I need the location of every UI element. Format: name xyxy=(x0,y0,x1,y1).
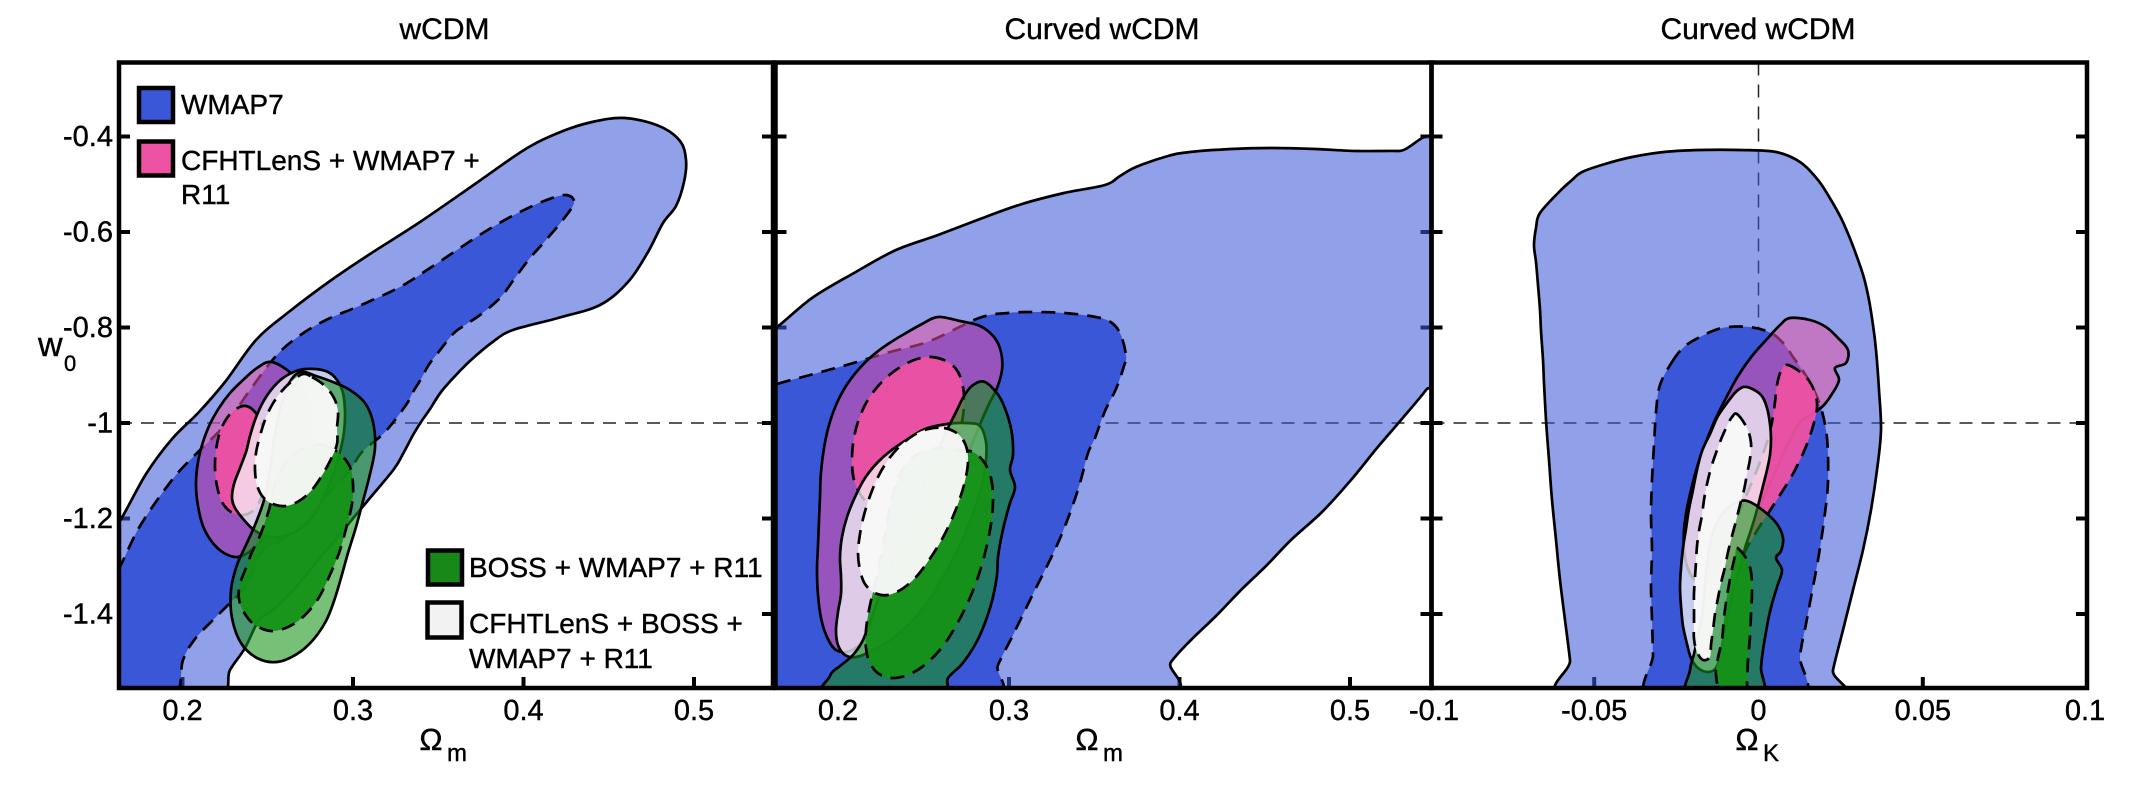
svg-text:CFHTLenS + BOSS +: CFHTLenS + BOSS + xyxy=(469,608,743,639)
svg-text:-0.4: -0.4 xyxy=(63,121,113,153)
svg-text:0.3: 0.3 xyxy=(989,695,1029,727)
svg-text:wCDM: wCDM xyxy=(399,13,490,46)
svg-text:Ω: Ω xyxy=(1075,722,1098,757)
svg-text:0.1: 0.1 xyxy=(2065,695,2105,727)
svg-text:-1.2: -1.2 xyxy=(63,503,113,535)
svg-text:0.5: 0.5 xyxy=(674,695,714,727)
svg-text:0.05: 0.05 xyxy=(1895,695,1951,727)
svg-text:0.4: 0.4 xyxy=(503,695,543,727)
svg-text:BOSS + WMAP7 + R11: BOSS + WMAP7 + R11 xyxy=(469,552,763,583)
svg-text:0.5: 0.5 xyxy=(1330,695,1370,727)
svg-text:-1: -1 xyxy=(87,408,113,440)
svg-text:-0.05: -0.05 xyxy=(1561,695,1627,727)
svg-text:0: 0 xyxy=(64,351,76,376)
svg-text:Ω: Ω xyxy=(1735,722,1758,757)
svg-text:Curved wCDM: Curved wCDM xyxy=(1004,13,1199,46)
svg-text:CFHTLenS + WMAP7 +: CFHTLenS + WMAP7 + xyxy=(181,145,480,176)
svg-text:0: 0 xyxy=(1750,695,1766,727)
svg-text:WMAP7: WMAP7 xyxy=(181,89,284,120)
svg-text:WMAP7 + R11: WMAP7 + R11 xyxy=(469,643,653,674)
svg-text:-1.4: -1.4 xyxy=(63,599,113,631)
svg-text:-0.1: -0.1 xyxy=(1409,695,1459,727)
svg-text:Curved wCDM: Curved wCDM xyxy=(1660,13,1855,46)
svg-text:0.3: 0.3 xyxy=(333,695,373,727)
svg-text:Ω: Ω xyxy=(419,722,442,757)
svg-text:0.2: 0.2 xyxy=(162,695,202,727)
svg-text:m: m xyxy=(1103,740,1123,767)
svg-text:0.4: 0.4 xyxy=(1159,695,1199,727)
svg-text:m: m xyxy=(447,740,467,767)
svg-text:-0.8: -0.8 xyxy=(63,312,113,344)
svg-text:K: K xyxy=(1763,740,1779,767)
svg-text:R11: R11 xyxy=(181,179,230,210)
svg-text:w: w xyxy=(37,326,63,364)
svg-text:0.2: 0.2 xyxy=(818,695,858,727)
svg-text:-0.6: -0.6 xyxy=(63,217,113,249)
